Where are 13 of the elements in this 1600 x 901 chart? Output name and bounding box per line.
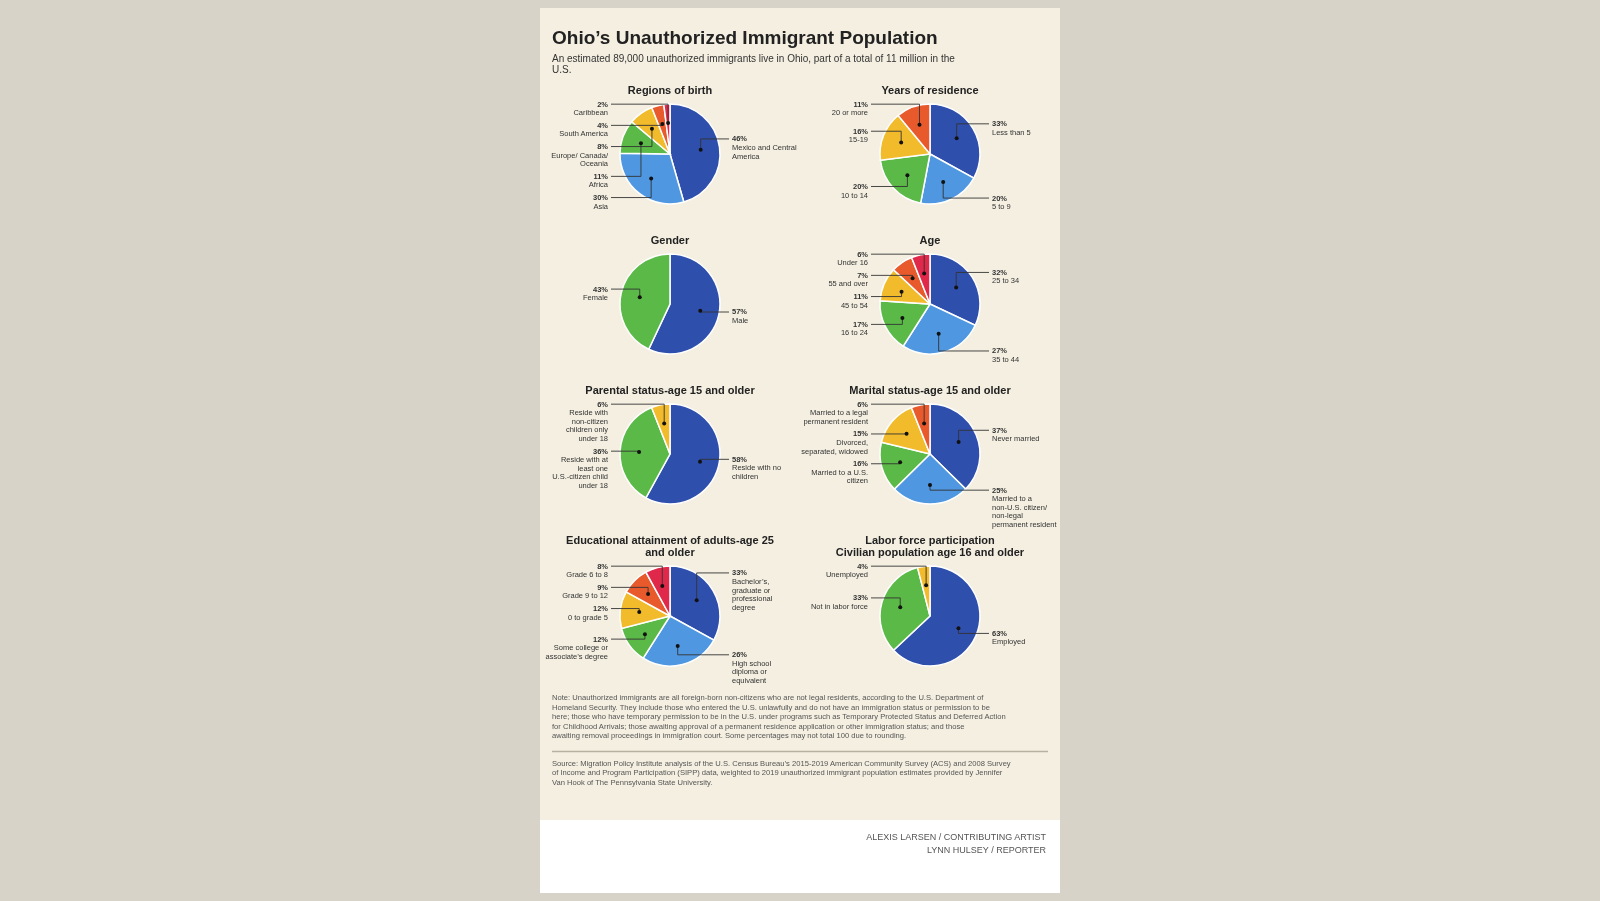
text: ALEXIS LARSEN / CONTRIBUTING ARTIST	[866, 832, 1047, 842]
chart-title: Educational attainment of adults-age 25 and older	[566, 534, 774, 558]
chart-title: Labor force participation	[865, 534, 996, 546]
chart-title: Gender	[650, 234, 690, 246]
text: Ohio’s Unauthorized Immigrant Population	[552, 27, 938, 48]
chart-title: Parental status-age 15 and older	[585, 384, 756, 396]
chart-title: Age	[919, 234, 941, 246]
chart-subtitle: Civilian population age 16 and older	[835, 546, 1025, 558]
chart-title: Regions of birth	[627, 84, 713, 96]
text: An estimated 89,000 unauthorized immigrants live in Ohio, part of a total of 11 million in the U.S.	[552, 53, 956, 75]
text: LYNN HULSEY / REPORTER	[926, 845, 1047, 855]
chart-title: Marital status-age 15 and older	[849, 384, 1012, 396]
chart-title: Years of residence	[881, 84, 979, 96]
